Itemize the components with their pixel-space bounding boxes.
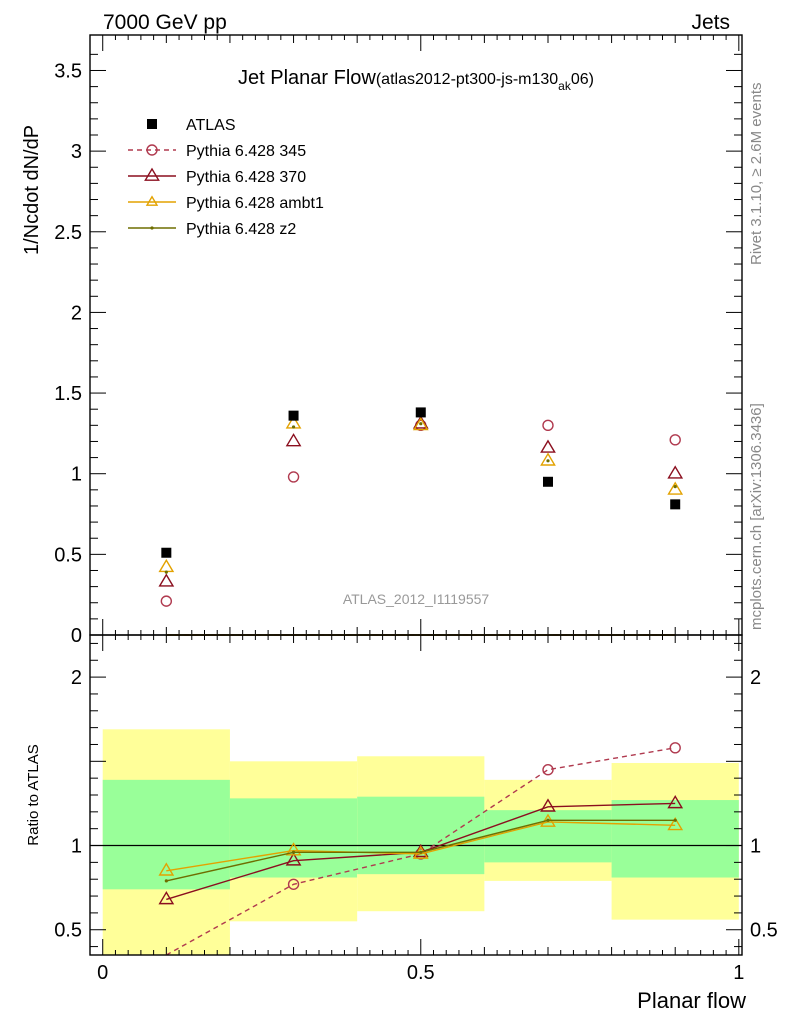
- legend-label: Pythia 6.428 ambt1: [186, 195, 324, 212]
- ratio-y-tick-label: 2: [71, 667, 82, 689]
- ratio-y-tick-label: 1: [71, 836, 82, 858]
- main-series-3-point: [164, 570, 168, 574]
- ratio-series-1-point: [540, 798, 556, 812]
- main-series-2-point: [540, 452, 556, 466]
- ratio-series-0-line: [165, 747, 676, 956]
- atlas-data-point: [415, 407, 426, 418]
- legend-label: Pythia 6.428 370: [186, 169, 306, 186]
- main-series-3-point: [419, 422, 423, 426]
- legend-marker: [150, 226, 154, 230]
- chart-title: Jet Planar Flow(atlas2012-pt300-js-m130a…: [238, 67, 594, 93]
- ratio-series-0-point: [669, 742, 681, 754]
- ratio-series-3-point: [673, 818, 677, 822]
- legend-marker: [146, 144, 158, 156]
- main-series-0-point: [287, 471, 300, 483]
- atlas-data-point: [161, 547, 172, 558]
- watermark: ATLAS_2012_I1119557: [343, 591, 490, 607]
- uncertainty-band-green: [484, 810, 612, 863]
- x-tick-label: 1: [733, 962, 744, 984]
- main-series-2-point: [412, 416, 429, 431]
- main-series-2-point: [667, 481, 684, 495]
- header-right: Jets: [691, 11, 730, 34]
- ratio-series-2-point: [158, 862, 175, 876]
- ratio-series-0-point: [287, 878, 300, 890]
- ratio-series-2-point: [667, 816, 684, 831]
- ratio-y-axis-label: Ratio to ATLAS: [25, 744, 42, 845]
- legend-marker: [147, 119, 157, 129]
- x-tick-label: 0: [97, 962, 108, 984]
- uncertainty-band-green: [611, 800, 739, 878]
- y-tick-label: 1: [71, 464, 82, 486]
- legend-label: ATLAS: [186, 117, 236, 134]
- ratio-y-tick-label-right: 0.5: [750, 920, 778, 942]
- ratio-series-3-point: [546, 818, 550, 822]
- ratio-y-tick-label-right: 2: [750, 667, 761, 689]
- mcplots-label: mcplots.cern.ch [arXiv:1306.3436]: [748, 403, 765, 630]
- atlas-data-point: [670, 499, 681, 510]
- y-tick-label: 2: [71, 302, 82, 324]
- ratio-series-3-point: [164, 879, 168, 883]
- ratio-series-2-line: [166, 821, 676, 872]
- y-tick-label: 0: [71, 625, 82, 647]
- ratio-series-2-point: [285, 842, 302, 856]
- main-series-2-point: [158, 558, 175, 573]
- main-series-1-point: [412, 415, 429, 429]
- y-tick-label: 1.5: [54, 383, 82, 405]
- main-series-1-point: [158, 573, 175, 587]
- ratio-plot: 0.5 0.5 1 1 2 2 0 0.5 1: [54, 634, 778, 984]
- y-tick-label: 3.5: [54, 60, 82, 82]
- main-series-1-point: [667, 465, 684, 479]
- x-tick-label: 0.5: [407, 962, 435, 984]
- header-left: 7000 GeV pp: [103, 11, 227, 34]
- ratio-series-3-point: [291, 850, 296, 854]
- legend-label: Pythia 6.428 345: [186, 143, 306, 160]
- uncertainty-band-green: [357, 796, 485, 875]
- main-series-3-point: [673, 485, 677, 489]
- atlas-data-point: [288, 410, 299, 421]
- ratio-series-1-point: [667, 795, 684, 809]
- x-axis-label: Planar flow: [637, 988, 746, 1013]
- main-series-0-point: [669, 434, 681, 446]
- ratio-series-1-point: [158, 891, 175, 905]
- main-y-axis-label: 1/Ncdot dN/dP: [21, 125, 43, 255]
- y-tick-label: 0.5: [54, 544, 82, 566]
- ratio-series-0-point: [542, 764, 554, 776]
- ratio-frame: [89, 634, 743, 956]
- main-series-3-point: [546, 459, 550, 463]
- ratio-y-tick-label: 0.5: [54, 920, 82, 942]
- y-tick-label: 2.5: [54, 222, 82, 244]
- main-series-3-point: [291, 425, 296, 429]
- legend-marker: [144, 167, 160, 181]
- main-series-1-point: [285, 433, 302, 447]
- uncertainty-band-green: [229, 798, 358, 878]
- main-plot: 0 0.5 1 1.5 2 2.5 3 3.5: [54, 34, 743, 647]
- uncertainty-band-green: [102, 779, 230, 890]
- legend-label: Pythia 6.428 z2: [186, 221, 296, 238]
- ratio-series-3-point: [419, 850, 423, 854]
- rivet-label: Rivet 3.1.10, ≥ 2.6M events: [748, 83, 765, 266]
- legend: ATLAS Pythia 6.428 345 Pythia 6.428 370 Pyt…: [128, 117, 324, 238]
- main-series-0-point: [160, 595, 173, 607]
- ratio-series-1-point: [285, 852, 302, 866]
- y-tick-label: 3: [71, 141, 82, 163]
- ratio-y-tick-label-right: 1: [750, 836, 761, 858]
- atlas-data-point: [542, 476, 553, 487]
- main-series-1-point: [540, 439, 556, 453]
- main-series-0-point: [542, 419, 554, 432]
- legend-marker: [145, 195, 159, 206]
